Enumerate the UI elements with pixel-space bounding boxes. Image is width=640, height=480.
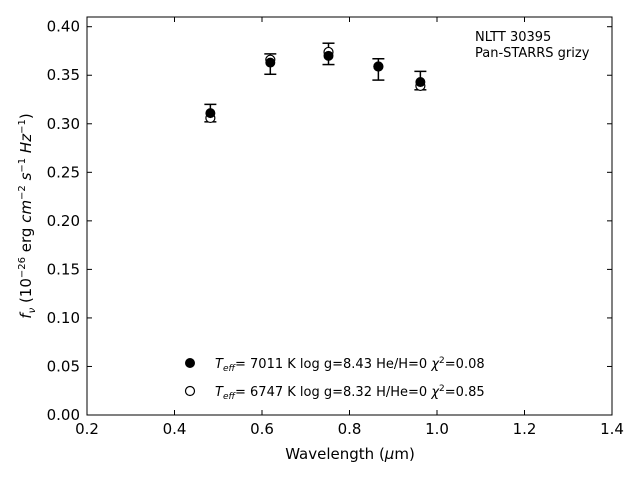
x-tick-label: 1.2 [513,420,537,438]
x-tick-label: 0.6 [250,420,274,438]
model-open-points [205,46,426,124]
legend-marker-filled [185,358,195,368]
legend-entry-filled: Teff= 7011 K log g=8.43 He/H=0 χ2=0.08 [215,356,485,374]
y-tick-label: 0.25 [47,163,80,181]
y-tick-label: 0.10 [47,309,80,327]
y-axis-label: fν (10−26 erg cm−2 s−1 Hz−1) [17,113,38,318]
model-filled-point [415,77,426,88]
error-bars [204,42,427,123]
y-tick-label: 0.35 [47,66,80,84]
axis-ticks [86,17,613,416]
y-tick-label: 0.05 [47,357,80,375]
x-axis-label: Wavelength (μm) [285,445,415,463]
y-tick-label: 0.00 [47,406,80,424]
x-tick-labels: 0.2 0.4 0.6 0.8 1.0 1.2 1.4 [75,420,624,438]
plot-frame [86,16,613,416]
legend-entry-open: Teff= 6747 K log g=8.32 H/He=0 χ2=0.85 [215,384,485,402]
x-tick-label: 0.4 [163,420,187,438]
y-tick-label: 0.40 [47,18,80,36]
x-tick-label: 1.4 [600,420,624,438]
model-filled-point [323,50,334,61]
x-tick-label: 0.8 [338,420,362,438]
y-tick-label: 0.15 [47,260,80,278]
model-filled-point [265,57,276,68]
legend: Teff= 7011 K log g=8.43 He/H=0 χ2=0.08 T… [184,356,485,402]
y-tick-label: 0.20 [47,212,80,230]
legend-marker-open [184,385,196,397]
model-filled-point [373,61,384,72]
x-tick-label: 0.2 [75,420,99,438]
model-filled-point [205,108,216,119]
y-tick-label: 0.30 [47,115,80,133]
annotation-survey: Pan-STARRS grizy [475,46,590,61]
y-tick-labels: 0.00 0.05 0.10 0.15 0.20 0.25 0.30 0.35 0.40 [47,18,80,424]
model-filled-points [205,50,426,119]
x-tick-label: 1.0 [425,420,449,438]
annotation-object: NLTT 30395 [475,30,551,45]
